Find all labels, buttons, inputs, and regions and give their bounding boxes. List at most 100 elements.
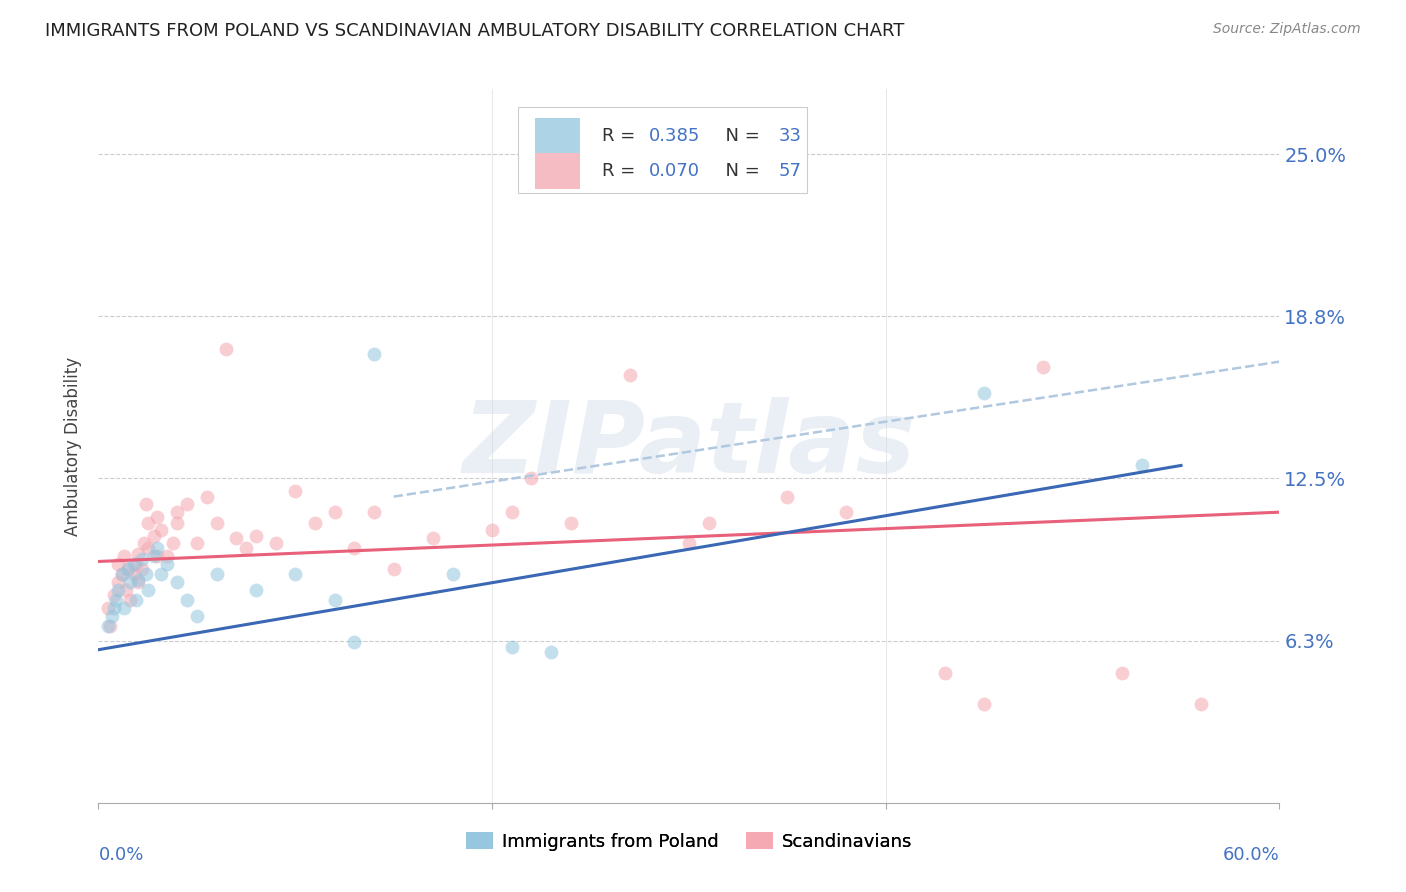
Point xyxy=(441,567,464,582)
Point xyxy=(1189,697,1212,711)
Point xyxy=(678,536,700,550)
Point xyxy=(540,645,562,659)
Point xyxy=(118,575,141,590)
Point xyxy=(142,549,165,564)
Text: R =: R = xyxy=(602,127,641,145)
Point xyxy=(934,666,956,681)
Point xyxy=(107,582,129,597)
Point xyxy=(131,562,153,576)
Point xyxy=(103,588,125,602)
Point xyxy=(176,593,198,607)
Text: IMMIGRANTS FROM POLAND VS SCANDINAVIAN AMBULATORY DISABILITY CORRELATION CHART: IMMIGRANTS FROM POLAND VS SCANDINAVIAN A… xyxy=(45,22,904,40)
Point xyxy=(382,562,405,576)
Point xyxy=(146,541,169,556)
Point xyxy=(205,567,228,582)
Point xyxy=(131,552,153,566)
Point xyxy=(136,541,159,556)
Point xyxy=(132,536,155,550)
Point xyxy=(501,640,523,654)
Point xyxy=(156,557,179,571)
Point xyxy=(323,593,346,607)
Point xyxy=(343,635,366,649)
Point xyxy=(162,536,184,550)
Point xyxy=(501,505,523,519)
Point xyxy=(111,567,134,582)
Point xyxy=(150,567,173,582)
Point xyxy=(225,531,247,545)
Point xyxy=(363,347,385,361)
Point xyxy=(323,505,346,519)
Point xyxy=(245,528,267,542)
Point xyxy=(118,593,141,607)
Y-axis label: Ambulatory Disability: Ambulatory Disability xyxy=(65,357,83,535)
FancyBboxPatch shape xyxy=(517,107,807,193)
Point xyxy=(245,582,267,597)
Point xyxy=(235,541,257,556)
Point xyxy=(112,549,135,564)
Point xyxy=(195,490,218,504)
Point xyxy=(101,609,124,624)
Point xyxy=(284,484,307,499)
Text: 0.0%: 0.0% xyxy=(98,846,143,863)
Point xyxy=(835,505,858,519)
Point xyxy=(973,385,995,400)
Point xyxy=(117,562,139,576)
Point xyxy=(166,516,188,530)
Point xyxy=(1130,458,1153,473)
Point xyxy=(97,601,120,615)
Text: ZIPatlas: ZIPatlas xyxy=(463,398,915,494)
Point xyxy=(776,490,799,504)
Point xyxy=(107,575,129,590)
Point xyxy=(697,516,720,530)
Point xyxy=(103,601,125,615)
Point xyxy=(284,567,307,582)
Point xyxy=(97,619,120,633)
Point xyxy=(136,516,159,530)
Point xyxy=(122,567,145,582)
Text: N =: N = xyxy=(714,162,765,180)
Text: 0.385: 0.385 xyxy=(648,127,700,145)
Point xyxy=(122,557,145,571)
Text: 60.0%: 60.0% xyxy=(1223,846,1279,863)
Point xyxy=(98,619,121,633)
Point xyxy=(481,524,503,538)
Point xyxy=(560,516,582,530)
Point xyxy=(343,541,366,556)
Bar xyxy=(536,153,581,189)
Text: N =: N = xyxy=(714,127,765,145)
Bar xyxy=(536,118,581,153)
Point xyxy=(186,609,208,624)
Point xyxy=(520,471,543,485)
Point xyxy=(117,562,139,576)
Point xyxy=(166,505,188,519)
Text: 57: 57 xyxy=(779,162,801,180)
Point xyxy=(142,528,165,542)
Point xyxy=(135,567,157,582)
Point xyxy=(304,516,326,530)
Point xyxy=(422,531,444,545)
Point xyxy=(1032,359,1054,374)
Point xyxy=(215,342,238,356)
Point xyxy=(125,593,148,607)
Point xyxy=(107,557,129,571)
Text: 0.070: 0.070 xyxy=(648,162,700,180)
Point xyxy=(264,536,287,550)
Point xyxy=(146,549,169,564)
Text: R =: R = xyxy=(602,162,641,180)
Point xyxy=(136,582,159,597)
Text: Source: ZipAtlas.com: Source: ZipAtlas.com xyxy=(1213,22,1361,37)
Text: 33: 33 xyxy=(779,127,801,145)
Point xyxy=(156,549,179,564)
Point xyxy=(973,697,995,711)
Point xyxy=(125,557,148,571)
Point xyxy=(127,575,149,590)
Point xyxy=(115,582,138,597)
Point xyxy=(166,575,188,590)
Point xyxy=(135,497,157,511)
Point xyxy=(176,497,198,511)
Point xyxy=(363,505,385,519)
Point xyxy=(112,601,135,615)
Point xyxy=(150,524,173,538)
Point xyxy=(127,573,149,587)
Point xyxy=(105,593,128,607)
